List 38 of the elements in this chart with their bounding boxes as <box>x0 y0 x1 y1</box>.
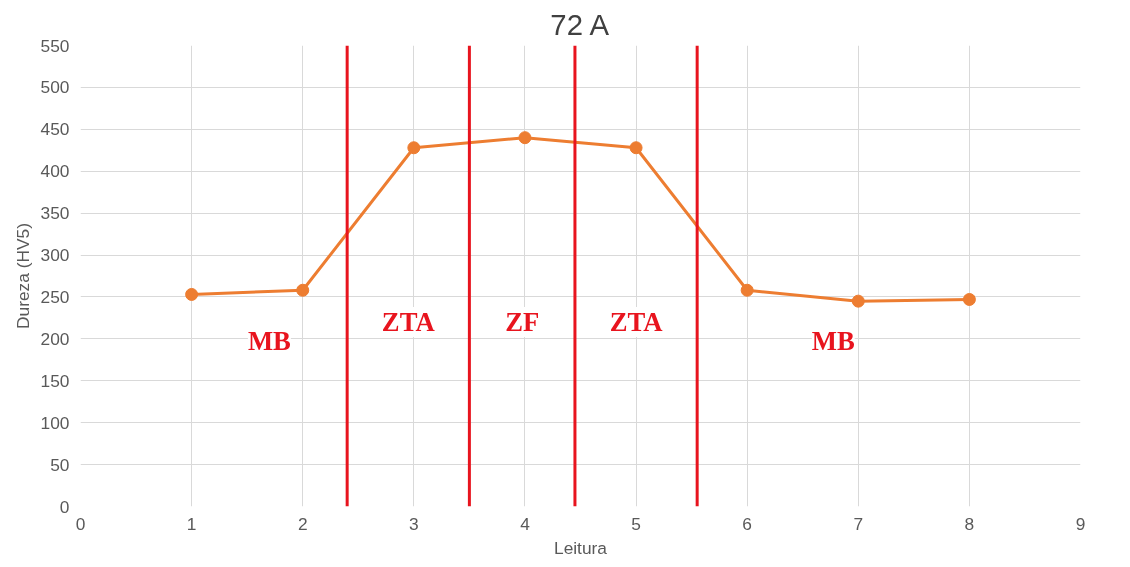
x-tick-label: 5 <box>631 513 641 534</box>
y-tick-label: 100 <box>40 412 70 433</box>
y-tick-label: 150 <box>40 370 70 391</box>
x-tick-label: 1 <box>186 513 197 534</box>
y-tick-label: 350 <box>40 203 70 224</box>
y-tick-label: 500 <box>40 77 70 98</box>
y-tick-label: 250 <box>40 286 70 307</box>
point <box>962 292 976 306</box>
point <box>185 287 199 301</box>
annotation: MB <box>811 325 855 356</box>
point <box>407 141 421 155</box>
y-tick-label: 450 <box>40 119 70 140</box>
point <box>629 141 643 155</box>
point <box>851 294 865 308</box>
annotation: MB <box>247 325 292 356</box>
y-tick-label: 50 <box>50 454 70 475</box>
y-axis-title: Dureza (HV5) <box>12 223 33 329</box>
y-tick-label: 200 <box>40 328 70 349</box>
point <box>296 283 310 297</box>
chart-title: 72 A <box>550 7 610 41</box>
x-tick-label: 9 <box>1075 513 1086 534</box>
point <box>518 131 532 145</box>
x-tick-label: 4 <box>520 513 531 534</box>
x-tick-label: 3 <box>409 513 419 534</box>
x-tick-label: 0 <box>75 513 86 534</box>
y-tick-label: 550 <box>40 35 70 56</box>
y-tick-label: 0 <box>59 496 70 517</box>
annotation: ZTA <box>609 307 664 338</box>
annotation: ZF <box>505 307 540 338</box>
x-tick-label: 6 <box>742 513 752 534</box>
y-tick-label: 400 <box>40 161 70 182</box>
x-tick-label: 2 <box>297 513 308 534</box>
x-tick-label: 8 <box>964 513 975 534</box>
x-tick-label: 7 <box>853 513 864 534</box>
annotation: ZTA <box>381 307 436 338</box>
x-axis-title: Leitura <box>554 537 608 558</box>
point <box>740 283 754 297</box>
y-tick-label: 300 <box>40 245 70 266</box>
